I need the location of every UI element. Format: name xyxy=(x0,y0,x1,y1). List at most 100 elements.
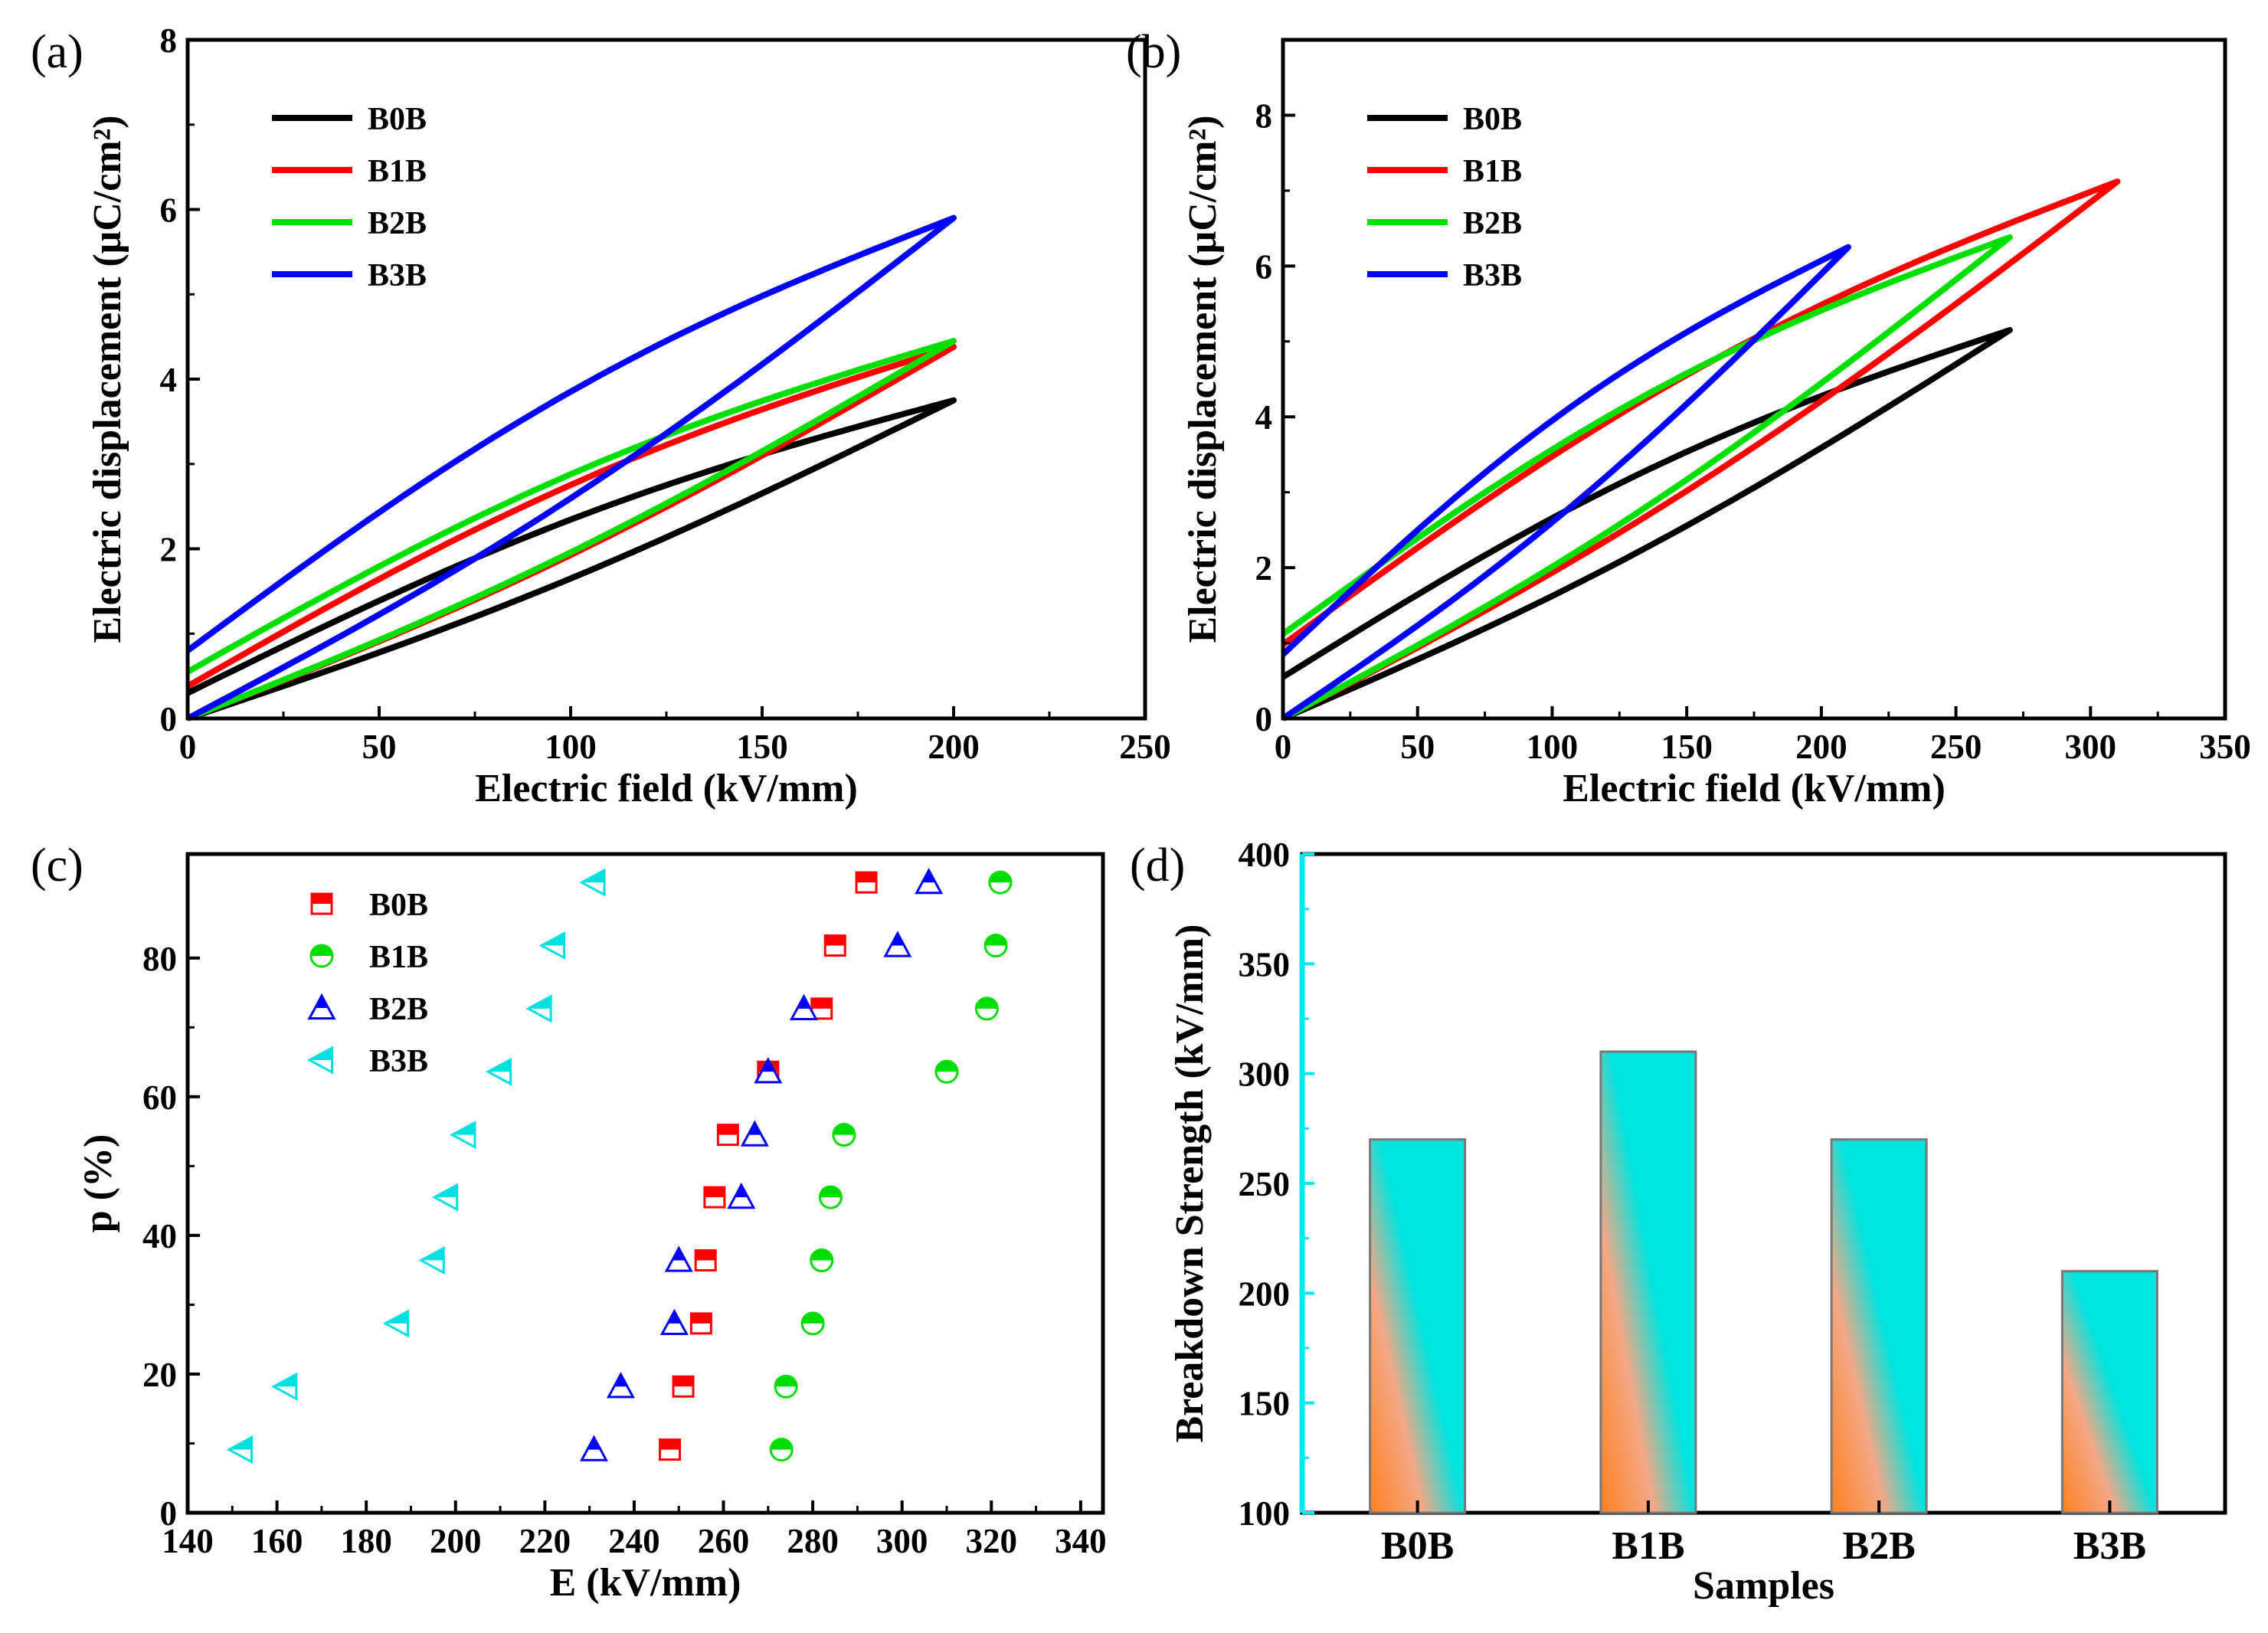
series-line-B2B-a xyxy=(186,338,957,722)
y-tick-label-d: 200 xyxy=(1239,1275,1291,1313)
data-point-B2B xyxy=(606,1372,635,1399)
x-tick-label-b: 250 xyxy=(1930,728,1982,766)
data-point-B0B-fill xyxy=(825,935,846,946)
data-point-B0B xyxy=(694,1248,717,1271)
y-tick-label-c: 80 xyxy=(142,940,177,978)
data-point-B3B xyxy=(485,1057,512,1086)
y-tick-label-a: 2 xyxy=(160,531,178,569)
data-point-B2B-fill xyxy=(735,1185,748,1198)
x-tick-label-a: 250 xyxy=(1119,728,1171,766)
legend-marker-B2B-fill xyxy=(315,996,329,1008)
x-tick-label-c: 200 xyxy=(430,1522,482,1560)
data-point-B3B-fill xyxy=(434,1185,457,1198)
x-tick-label-b: 200 xyxy=(1795,728,1847,766)
legend-label-B2B-b: B2B xyxy=(1463,206,1522,241)
legend-marker-B1B-fill xyxy=(311,945,332,956)
data-point-B3B-fill xyxy=(528,996,551,1009)
series-line-B2B-b xyxy=(1281,234,2013,722)
data-point-B3B xyxy=(450,1121,476,1150)
data-point-B3B xyxy=(525,994,552,1023)
panel-label-c: (c) xyxy=(31,839,83,892)
data-point-B1B xyxy=(774,1374,798,1399)
panel-a-hysteresis-chart: 0 50 100 150 200 250 0 2 4 6 8 Electric field (kV/m… xyxy=(31,21,1171,810)
x-tick-label-b: 100 xyxy=(1527,728,1579,766)
x-tick-label-c: 140 xyxy=(162,1522,214,1560)
data-point-B0B xyxy=(855,871,878,894)
x-tick-label-c: 220 xyxy=(519,1522,571,1560)
data-point-B2B-fill xyxy=(922,870,935,883)
data-point-B0B xyxy=(823,934,846,957)
y-tick-label-b: 6 xyxy=(1255,247,1273,286)
data-point-B2B xyxy=(915,867,944,895)
y-tick-label-c: 0 xyxy=(160,1494,178,1533)
legend-label-B1B-b: B1B xyxy=(1463,154,1522,189)
data-point-B0B-fill xyxy=(811,998,832,1009)
x-tick-label-B1B: B1B xyxy=(1612,1524,1684,1568)
legend-label-B1B-c: B1B xyxy=(369,940,428,975)
legend-marker-B0B xyxy=(310,892,333,915)
y-tick-label-a: 6 xyxy=(160,191,178,230)
x-tick-label-B3B: B3B xyxy=(2073,1524,2146,1568)
data-point-B1B-fill xyxy=(833,1124,855,1135)
x-tick-label-c: 320 xyxy=(966,1522,1018,1560)
y-tick-label-d: 250 xyxy=(1239,1165,1291,1203)
data-point-B1B xyxy=(769,1438,794,1462)
series-line-B0B-b xyxy=(1281,327,2013,722)
data-point-B2B xyxy=(740,1120,769,1147)
plot-frame-c xyxy=(185,852,1105,1515)
data-point-B1B xyxy=(800,1311,825,1336)
data-point-B3B xyxy=(271,1372,298,1401)
y-tick-label-d: 400 xyxy=(1239,836,1291,874)
series-line-B3B-b xyxy=(1281,244,1851,722)
x-tick-label-c: 280 xyxy=(787,1522,839,1560)
legend-marker-B1B xyxy=(309,944,334,968)
data-point-B1B-fill xyxy=(976,997,998,1009)
x-tick-label-c: 240 xyxy=(608,1522,660,1560)
x-tick-label-B2B: B2B xyxy=(1842,1524,1915,1568)
data-point-B1B-fill xyxy=(935,1061,957,1072)
x-tick-label-c: 300 xyxy=(876,1522,928,1560)
data-point-B1B-fill xyxy=(802,1312,824,1324)
plot-frame-b xyxy=(1281,38,2227,721)
x-axis-label-a: Electric field (kV/mm) xyxy=(475,767,858,810)
data-point-B1B-fill xyxy=(989,872,1011,883)
data-point-B2B-fill xyxy=(761,1059,775,1072)
data-point-B3B-fill xyxy=(421,1248,444,1261)
data-point-B2B-fill xyxy=(797,996,810,1009)
data-point-B3B-fill xyxy=(452,1122,476,1135)
y-axis-label-c: p (%) xyxy=(77,1134,120,1233)
x-tick-label-a: 100 xyxy=(545,728,597,766)
data-point-B1B-fill xyxy=(810,1249,833,1261)
legend-label-B1B-a: B1B xyxy=(368,154,427,189)
data-point-B3B-fill xyxy=(228,1437,252,1450)
data-point-B3B-fill xyxy=(488,1059,511,1072)
panel-label-a: (a) xyxy=(31,26,83,78)
data-point-B2B-fill xyxy=(668,1311,681,1324)
y-tick-label-a: 4 xyxy=(160,361,178,399)
data-point-B1B xyxy=(810,1248,834,1272)
x-tick-label-b: 0 xyxy=(1275,728,1292,766)
data-point-B2B xyxy=(883,931,912,957)
legend-label-B3B-c: B3B xyxy=(369,1044,428,1079)
data-point-B0B-fill xyxy=(691,1313,712,1324)
series-line-B1B-b xyxy=(1281,178,2121,722)
series-line-B0B-a xyxy=(186,397,957,722)
x-axis-label-d: Samples xyxy=(1693,1564,1834,1608)
data-point-B2B-fill xyxy=(748,1122,761,1135)
x-tick-label-a: 50 xyxy=(362,728,397,766)
data-point-B3B xyxy=(579,868,606,897)
legend-label-B2B-c: B2B xyxy=(369,992,428,1027)
legend-label-B3B-a: B3B xyxy=(368,258,427,293)
data-point-B2B xyxy=(727,1182,756,1209)
y-tick-label-b: 0 xyxy=(1255,700,1273,738)
y-axis-label-b: Electric displacement (μC/cm²) xyxy=(1181,115,1225,643)
data-point-B1B xyxy=(818,1185,843,1209)
data-point-B0B-fill xyxy=(856,872,877,883)
y-tick-label-d: 350 xyxy=(1239,945,1291,983)
data-point-B2B-fill xyxy=(672,1248,686,1261)
data-point-B2B xyxy=(659,1308,689,1335)
data-point-B3B-fill xyxy=(273,1374,296,1387)
data-point-B1B-fill xyxy=(771,1438,793,1450)
x-tick-label-b: 300 xyxy=(2065,728,2117,766)
x-tick-label-b: 150 xyxy=(1661,728,1713,766)
